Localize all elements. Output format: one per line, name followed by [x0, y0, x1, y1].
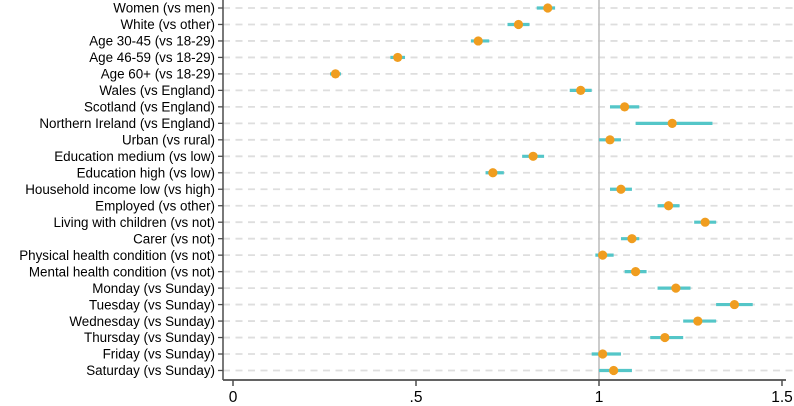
category-label: Education medium (vs low) [54, 149, 215, 164]
category-label: Urban (vs rural) [122, 133, 215, 148]
category-label: Saturday (vs Sunday) [86, 363, 215, 378]
category-label: Women (vs men) [113, 1, 215, 16]
point-estimate [488, 168, 498, 178]
category-label: Mental health condition (vs not) [29, 264, 215, 279]
point-estimate [513, 19, 524, 30]
point-estimate [598, 250, 608, 260]
category-label: Northern Ireland (vs England) [39, 116, 215, 131]
point-estimate [620, 102, 630, 112]
point-estimate [393, 52, 403, 63]
point-estimate [667, 118, 677, 128]
point-estimate [473, 36, 483, 46]
category-label: Age 30-45 (vs 18-29) [89, 34, 215, 49]
category-label: Living with children (vs not) [54, 215, 216, 230]
category-label: White (vs other) [121, 17, 216, 32]
category-label: Employed (vs other) [95, 198, 215, 213]
point-estimate [729, 299, 740, 310]
point-estimate [528, 151, 538, 161]
category-label: Wales (vs England) [99, 83, 215, 98]
x-tick-label: .5 [410, 389, 423, 406]
category-label: Monday (vs Sunday) [92, 281, 215, 296]
category-label: Physical health condition (vs not) [19, 248, 215, 263]
point-estimate [609, 365, 619, 376]
point-estimate [660, 332, 670, 343]
category-label: Tuesday (vs Sunday) [89, 297, 215, 312]
point-estimate [576, 85, 586, 95]
category-label: Household income low (vs high) [25, 182, 215, 197]
point-estimate [663, 201, 674, 211]
point-estimate [330, 69, 341, 79]
category-label: Friday (vs Sunday) [103, 347, 215, 362]
category-label: Age 60+ (vs 18-29) [101, 67, 215, 82]
point-estimate [693, 316, 703, 326]
category-label: Scotland (vs England) [84, 100, 215, 115]
point-estimate [543, 3, 553, 13]
point-estimate [598, 349, 608, 359]
x-tick-label: 0 [229, 389, 238, 406]
point-estimate [631, 267, 641, 277]
point-estimate [605, 135, 615, 145]
x-tick-label: 1 [595, 389, 604, 406]
category-label: Thursday (vs Sunday) [84, 330, 215, 345]
category-label: Education high (vs low) [77, 165, 215, 180]
point-estimate [616, 184, 626, 194]
point-estimate [700, 217, 710, 227]
point-estimate [627, 234, 637, 244]
category-label: Carer (vs not) [133, 231, 215, 246]
point-estimate [671, 283, 681, 293]
category-label: Wednesday (vs Sunday) [69, 314, 215, 329]
category-label: Age 46-59 (vs 18-29) [89, 50, 215, 65]
x-tick-label: 1.5 [771, 389, 793, 406]
